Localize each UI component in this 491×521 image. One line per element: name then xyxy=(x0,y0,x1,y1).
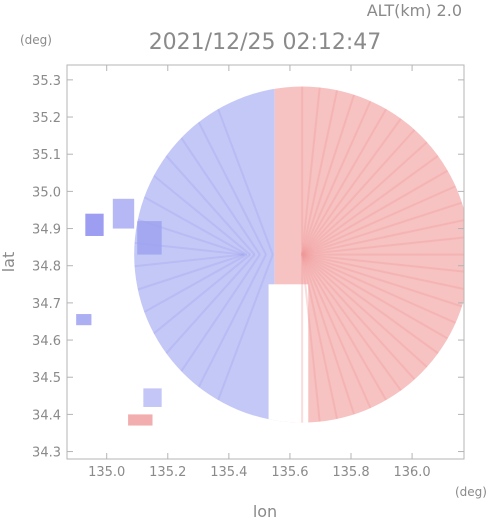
streak-line-east xyxy=(301,155,439,256)
x-tick-label: 135.0 xyxy=(88,465,125,480)
streak-line-east xyxy=(301,253,416,381)
streak-line-east xyxy=(301,218,464,256)
velocity-field xyxy=(76,86,464,426)
y-tick-label: 34.4 xyxy=(32,408,61,423)
streak-line-east xyxy=(301,118,402,256)
streak-line-west xyxy=(197,254,267,388)
isolated-echo-patches xyxy=(76,198,162,426)
y-tick-label: 34.5 xyxy=(32,371,61,386)
streak-line-east xyxy=(301,90,339,255)
streak-line-west xyxy=(153,174,251,256)
streak-line-east xyxy=(301,254,356,415)
x-tick-label: 135.4 xyxy=(210,465,247,480)
streak-line-west xyxy=(165,253,256,354)
y-tick-label: 35.2 xyxy=(32,111,61,126)
y-tick-label: 35.3 xyxy=(32,74,61,89)
x-tick-label: 135.6 xyxy=(271,465,308,480)
streak-line-east xyxy=(301,253,449,340)
streak-line-west xyxy=(197,121,267,256)
y-tick-label: 34.3 xyxy=(32,446,61,461)
streak-line-east xyxy=(301,253,439,355)
streak-line-west xyxy=(153,253,251,335)
streak-line-east xyxy=(301,141,428,256)
echo-patch xyxy=(137,221,162,255)
streak-line-west xyxy=(137,253,245,291)
streak-line-east xyxy=(302,253,464,274)
streak-line-east xyxy=(301,254,387,401)
streak-line-east xyxy=(301,201,463,256)
axis-ticks: 135.0 135.2 135.4 135.6 135.8 136.0 34.3 34.4 34… xyxy=(32,65,464,480)
streak-line-east xyxy=(301,254,372,409)
streak-line-west xyxy=(143,196,248,256)
y-tick-label: 34.9 xyxy=(32,223,61,238)
streak-line-east xyxy=(301,94,356,255)
streak-line-east xyxy=(301,254,321,422)
streak-line-west xyxy=(217,108,274,255)
streak-line-west xyxy=(165,155,256,256)
streak-line-east xyxy=(301,100,372,255)
streak-line-east xyxy=(301,108,387,256)
streak-line-west xyxy=(217,254,274,401)
streak-line-east xyxy=(301,253,428,368)
echo-patch xyxy=(112,198,135,229)
echo-patch xyxy=(143,388,162,407)
streak-line-east xyxy=(301,253,456,324)
streak-line-east xyxy=(301,253,464,291)
streak-line-west xyxy=(180,137,261,256)
echo-patch xyxy=(76,314,92,326)
x-axis-label: lon xyxy=(253,502,277,521)
y-tick-label: 34.6 xyxy=(32,334,61,349)
echo-streaks xyxy=(134,86,464,423)
streak-line-east xyxy=(302,236,464,256)
x-tick-label: 136.0 xyxy=(393,465,430,480)
streak-line-west xyxy=(134,253,244,268)
streak-line-east xyxy=(301,254,339,420)
streak-line-west xyxy=(143,253,248,313)
streak-line-east xyxy=(301,253,463,308)
y-axis-label: lat xyxy=(0,252,18,273)
streak-line-east xyxy=(301,129,416,256)
altitude-label: ALT(km) 2.0 xyxy=(367,1,462,20)
echo-patch xyxy=(85,213,104,236)
timestamp-title: 2021/12/25 02:12:47 xyxy=(149,30,382,55)
y-tick-label: 34.8 xyxy=(32,260,61,275)
streak-line-east xyxy=(301,87,321,255)
streak-line-west xyxy=(180,254,261,372)
streak-line-east xyxy=(301,253,402,392)
y-tick-label: 35.0 xyxy=(32,185,61,200)
zero-velocity-band xyxy=(268,284,309,423)
x-tick-label: 135.2 xyxy=(149,465,186,480)
streak-line-east xyxy=(301,169,449,256)
streak-line-east xyxy=(301,185,456,256)
echo-patch xyxy=(128,414,153,426)
y-unit-label: (deg) xyxy=(20,33,52,47)
x-unit-label: (deg) xyxy=(455,485,487,499)
x-tick-label: 135.8 xyxy=(332,465,369,480)
plot-frame xyxy=(66,64,465,460)
y-tick-label: 35.1 xyxy=(32,148,61,163)
y-tick-label: 34.7 xyxy=(32,297,61,312)
